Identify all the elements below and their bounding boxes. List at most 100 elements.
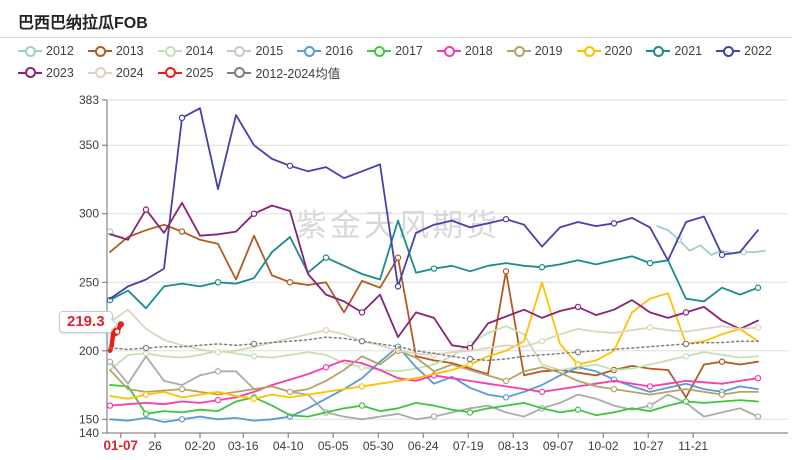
series-marker-2012-2024均值	[574, 348, 582, 356]
series-marker-2021	[214, 279, 222, 286]
series-marker-2017	[682, 398, 690, 405]
series-marker-2018	[538, 388, 546, 396]
series-marker-2012-2024均值	[250, 340, 258, 348]
legend-series-marker-icon	[716, 45, 741, 57]
series-marker-2023	[574, 303, 582, 311]
legend-item-label: 2016	[325, 44, 354, 58]
legend-item-2012-2024均值[interactable]: 2012-2024均值	[223, 62, 344, 83]
legend-item-label: 2021	[674, 44, 703, 58]
y-tick-label: 150	[79, 412, 99, 426]
series-marker-2024	[754, 324, 762, 331]
legend-series-marker-icon	[297, 45, 322, 57]
series-marker-2013	[718, 358, 726, 365]
legend-item-label: 2015	[255, 44, 284, 58]
series-marker-2018	[214, 396, 222, 404]
x-tick-label: 11-21	[678, 439, 708, 453]
series-marker-2014	[142, 350, 150, 357]
series-marker-2012-2024均值	[682, 340, 690, 348]
series-marker-2021	[646, 259, 654, 267]
series-marker-2020	[466, 361, 474, 368]
legend-series-marker-icon	[436, 45, 461, 57]
legend-series-marker-icon	[157, 45, 182, 57]
series-marker-2015	[754, 413, 762, 420]
legend-series-marker-icon	[646, 45, 671, 57]
legend-item-label: 2023	[46, 65, 74, 80]
x-tick-label: 02-20	[185, 439, 216, 453]
chart-title: 巴西巴纳拉瓜FOB	[18, 15, 148, 32]
series-marker-2021	[538, 263, 546, 271]
legend-row-1: 2012 2013 2014 2015 2016 2017 2018 2019 2020 2021…	[14, 43, 792, 59]
series-marker-2023	[358, 309, 366, 316]
legend-item-label: 2012	[46, 44, 74, 58]
legend-series-marker-icon	[18, 45, 42, 57]
legend-item-2023[interactable]: 2023	[14, 65, 78, 81]
legend-item-2017[interactable]: 2017	[363, 43, 427, 59]
legend-item-label: 2018	[464, 44, 493, 58]
series-marker-2021	[754, 284, 762, 291]
legend-item-2022[interactable]: 2022	[712, 43, 776, 59]
series-marker-2012-2024均值	[358, 337, 366, 345]
x-tick-label: 10-27	[633, 439, 664, 453]
series-marker-2015	[646, 402, 654, 409]
series-marker-2022	[286, 162, 294, 169]
legend-item-label: 2012-2024均值	[255, 67, 341, 81]
series-marker-2023	[250, 210, 258, 217]
series-marker-2018	[106, 402, 114, 409]
series-marker-2020	[250, 395, 258, 402]
legend: 2012 2013 2014 2015 2016 2017 2018 2019 2020 2021…	[14, 43, 792, 83]
last-price-callout: 219.3	[59, 311, 113, 333]
series-marker-2022	[178, 114, 186, 122]
series-marker-2025	[113, 328, 121, 335]
legend-item-label: 2019	[534, 44, 563, 58]
legend-series-marker-icon	[18, 67, 42, 78]
legend-item-2019[interactable]: 2019	[503, 43, 567, 59]
legend-item-2013[interactable]: 2013	[84, 43, 148, 59]
series-line-2014	[109, 325, 759, 373]
series-marker-2022	[718, 251, 726, 259]
legend-item-2014[interactable]: 2014	[154, 43, 218, 59]
series-marker-2014	[358, 364, 366, 371]
series-marker-2013	[394, 254, 402, 261]
legend-item-2018[interactable]: 2018	[433, 43, 497, 59]
legend-item-2025[interactable]: 2025	[154, 65, 218, 81]
series-line-2012	[109, 225, 767, 256]
series-marker-2022	[394, 283, 402, 290]
series-marker-2015	[430, 413, 438, 420]
series-line-2012-2024均值	[109, 336, 759, 362]
legend-series-marker-icon	[367, 45, 392, 57]
x-tick-label: 08-13	[498, 439, 529, 453]
series-marker-2020	[358, 383, 366, 390]
x-tick-label: 05-30	[363, 439, 394, 453]
legend-item-label: 2022	[744, 44, 772, 58]
legend-series-marker-icon	[157, 67, 182, 78]
legend-item-2016[interactable]: 2016	[293, 43, 357, 59]
legend-item-2021[interactable]: 2021	[642, 43, 706, 59]
series-line-2013	[109, 223, 759, 399]
y-tick-label: 350	[79, 138, 99, 152]
legend-item-2012[interactable]: 2012	[14, 43, 78, 59]
y-tick-label: 140	[79, 426, 99, 440]
legend-item-2024[interactable]: 2024	[84, 65, 148, 81]
series-marker-2018	[322, 364, 330, 371]
series-marker-2021	[322, 254, 330, 261]
series-marker-2021	[430, 265, 438, 272]
legend-series-marker-icon	[87, 45, 112, 57]
series-marker-2013	[502, 268, 510, 275]
series-marker-2016	[502, 394, 510, 401]
y-tick-label: 300	[79, 207, 99, 221]
y-tick-label: 250	[79, 275, 99, 289]
series-marker-2013	[286, 279, 294, 286]
legend-item-2015[interactable]: 2015	[223, 43, 287, 59]
x-tick-label: 04-10	[273, 439, 304, 453]
series-marker-2019	[286, 388, 294, 396]
series-marker-2019	[610, 385, 618, 393]
series-line-2019	[109, 349, 759, 396]
x-tick-label: 05-05	[318, 439, 349, 453]
series-marker-2017	[574, 406, 582, 413]
title-divider	[0, 37, 792, 38]
series-marker-2024	[214, 348, 222, 356]
legend-item-2020[interactable]: 2020	[573, 43, 637, 59]
series-marker-2019	[178, 385, 186, 393]
series-marker-2024	[646, 324, 654, 331]
